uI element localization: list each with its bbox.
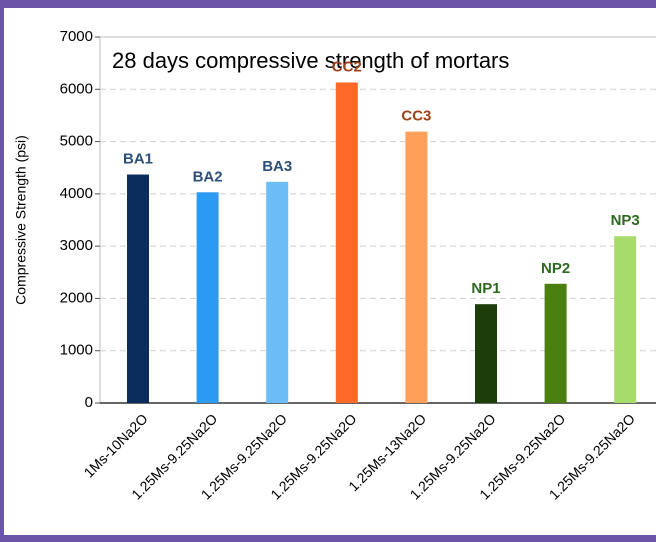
bar-label: BA3 (262, 158, 292, 175)
bar (544, 283, 567, 403)
bar-label: BA1 (123, 150, 153, 167)
bar (614, 236, 637, 403)
bar-label: CC2 (332, 58, 362, 75)
y-tick-label: 7000 (60, 28, 93, 45)
bar (335, 82, 358, 403)
y-tick-label: 2000 (60, 289, 93, 306)
y-tick-label: 3000 (60, 237, 93, 254)
bar (196, 192, 219, 403)
bar (127, 174, 149, 403)
bar-label: BA2 (193, 168, 223, 185)
y-tick-label: 1000 (60, 342, 93, 359)
y-tick-label: 6000 (60, 80, 93, 97)
y-axis-label: Compressive Strength (psi) (13, 135, 29, 305)
y-tick-label: 5000 (60, 133, 93, 150)
bar-label: NP3 (611, 212, 640, 229)
y-tick-label: 0 (85, 394, 93, 411)
bar (405, 131, 428, 403)
bar-label: NP2 (541, 260, 570, 277)
bar-label: NP1 (471, 280, 500, 297)
bar (475, 304, 497, 403)
bar-label: CC3 (401, 108, 431, 125)
chart-title: 28 days compressive strength of mortars (112, 48, 509, 73)
bar (266, 181, 289, 403)
background (4, 8, 656, 535)
y-tick-label: 4000 (60, 185, 93, 202)
